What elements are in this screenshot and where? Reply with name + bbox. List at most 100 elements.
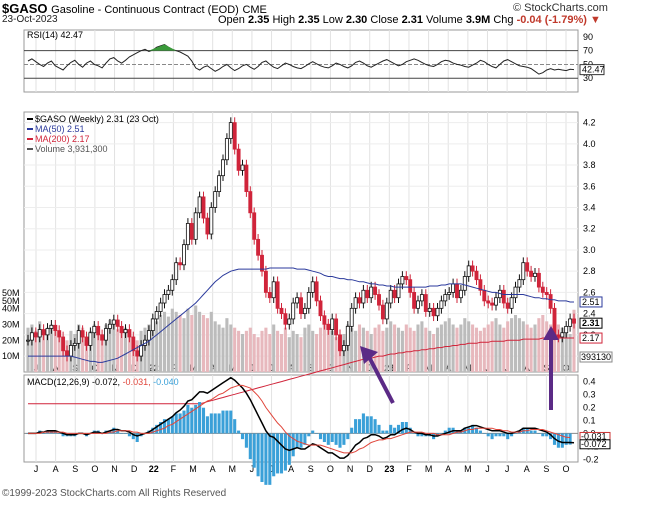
price-candle	[357, 297, 362, 304]
volume-bar	[205, 318, 209, 372]
price-candle	[68, 345, 73, 357]
volume-bar	[420, 321, 424, 372]
price-candle	[84, 336, 89, 346]
macd-histogram-bar	[252, 433, 256, 468]
volume-bar	[260, 330, 264, 372]
macd-histogram-bar	[564, 433, 568, 445]
price-candle	[408, 279, 413, 293]
macd-histogram-bar	[502, 433, 506, 437]
price-candle	[96, 325, 101, 336]
price-y-tick-label: 3.4	[583, 203, 596, 213]
volume-bar	[244, 330, 248, 372]
price-candle	[474, 270, 479, 281]
volume-bar	[291, 330, 295, 372]
macd-histogram-bar	[225, 410, 229, 434]
macd-histogram-bar	[490, 433, 494, 440]
volume-bar	[533, 324, 537, 372]
price-candle	[107, 323, 112, 329]
macd-histogram-bar	[256, 433, 260, 477]
price-candle	[189, 223, 194, 240]
volume-y-tick-label: 50M	[2, 288, 20, 298]
macd-x-tick-label: M	[464, 464, 472, 474]
macd-histogram-bar	[342, 433, 346, 445]
ma50-last-value-label: 2.51	[582, 297, 600, 307]
macd-histogram-bar	[416, 433, 420, 437]
volume-bar	[428, 330, 432, 372]
price-candle	[119, 325, 124, 334]
price-candle	[392, 289, 397, 299]
price-candle	[314, 281, 319, 302]
price-candle	[197, 196, 202, 214]
price-candle	[80, 330, 85, 338]
volume-bar	[100, 334, 104, 372]
ma50-line	[28, 267, 574, 363]
rsi-panel	[23, 29, 579, 93]
price-candle	[295, 297, 300, 304]
price-candle	[556, 334, 561, 338]
macd-histogram-bar	[57, 433, 61, 434]
macd-histogram-bar	[307, 433, 311, 437]
volume-bar	[474, 327, 479, 372]
volume-bar	[568, 334, 572, 372]
close-last-value-label: 2.31	[582, 318, 600, 328]
price-y-tick-label: 4.2	[583, 118, 596, 128]
macd-histogram-bar	[127, 433, 131, 437]
volume-bar	[221, 327, 225, 372]
macd-histogram-bar	[400, 422, 404, 434]
price-candle	[111, 319, 116, 325]
price-candle	[232, 122, 237, 150]
macd-histogram-bar	[412, 433, 416, 434]
symbol-label: $GASO	[2, 1, 48, 16]
macd-histogram-bar	[42, 433, 46, 434]
macd-histogram-bar	[369, 416, 373, 434]
price-candle	[33, 332, 38, 338]
macd-histogram-bar	[322, 433, 326, 443]
macd-histogram-bar	[182, 410, 186, 434]
macd-histogram-bar	[303, 433, 307, 445]
macd-histogram-bar	[537, 433, 541, 434]
volume-bar	[42, 334, 46, 372]
volume-bar	[120, 332, 124, 372]
macd-y-tick-label: 0.4	[583, 376, 596, 386]
price-candle	[193, 212, 198, 240]
price-candle	[306, 292, 311, 309]
price-candle	[224, 138, 229, 161]
volume-bar	[272, 324, 276, 372]
macd-histogram-bar	[135, 433, 139, 443]
price-candle	[462, 276, 467, 291]
volume-bar	[377, 324, 381, 372]
price-candle	[139, 345, 144, 357]
price-x-tick-label: J	[269, 363, 274, 373]
macd-histogram-bar	[486, 433, 490, 437]
price-candle	[455, 283, 459, 299]
macd-x-tick-label: S	[72, 464, 78, 474]
price-candle	[209, 207, 214, 235]
price-candle	[166, 289, 171, 295]
macd-x-tick-label: M	[229, 464, 237, 474]
price-candle	[521, 262, 526, 281]
price-candle	[451, 283, 456, 293]
volume-bar	[330, 330, 334, 372]
volume-bar	[170, 308, 174, 372]
volume-bar	[209, 311, 213, 372]
volume-bar	[194, 305, 198, 372]
ma50-last-value-box	[579, 296, 603, 308]
price-candle	[271, 281, 276, 299]
macd-histogram-bar	[201, 407, 206, 434]
macd-histogram-bar	[205, 416, 209, 434]
price-candle	[260, 254, 264, 272]
volume-bar	[233, 327, 237, 372]
open-value: 2.35	[247, 14, 270, 26]
price-candle	[427, 307, 432, 312]
price-candle	[431, 307, 436, 317]
macd-histogram-bar	[381, 430, 385, 434]
macd-x-tick-label: A	[288, 464, 294, 474]
volume-bar	[537, 318, 541, 372]
price-candle	[287, 318, 292, 325]
macd-histogram-bar	[541, 433, 545, 437]
price-candle	[470, 265, 475, 272]
chart-date: 23-Oct-2023	[2, 14, 58, 25]
macd-histogram-bar	[377, 424, 381, 434]
volume-bar	[373, 327, 377, 372]
